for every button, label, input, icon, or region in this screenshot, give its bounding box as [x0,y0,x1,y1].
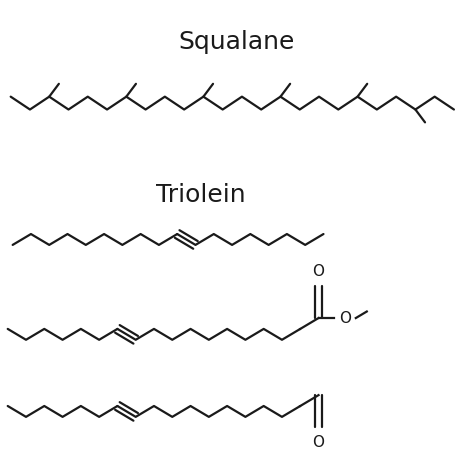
Text: O: O [312,264,325,279]
Text: O: O [339,310,351,326]
Text: Triolein: Triolein [155,182,245,207]
Text: O: O [312,435,325,450]
Text: Squalane: Squalane [179,30,295,55]
